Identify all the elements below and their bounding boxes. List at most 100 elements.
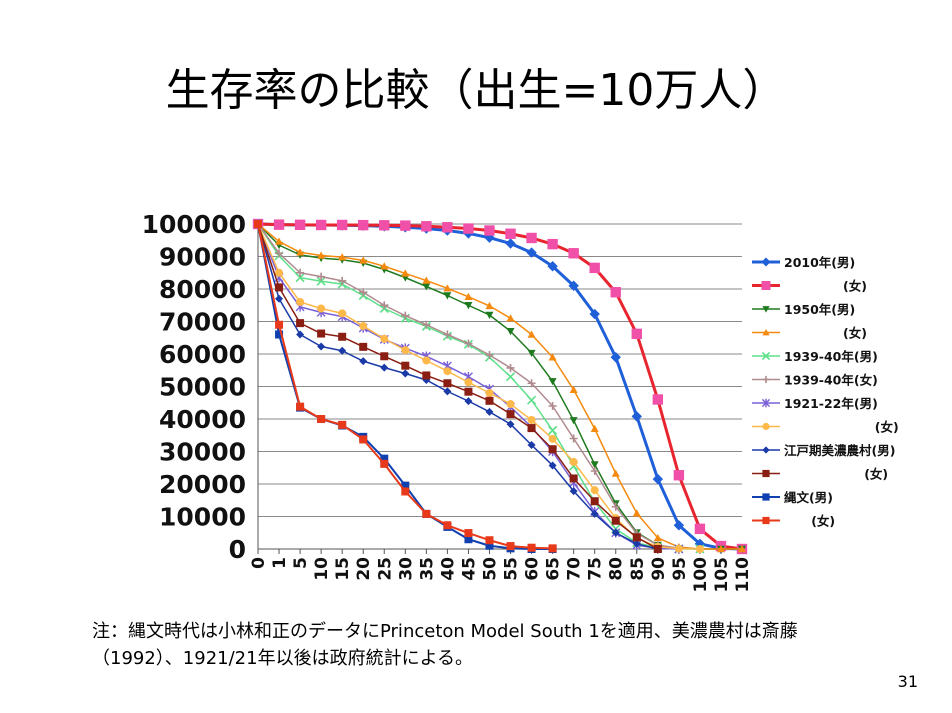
- data-point: [358, 219, 369, 231]
- legend-entry: (女): [752, 420, 899, 435]
- x-tick-label: 10: [312, 557, 332, 581]
- data-point: [590, 486, 599, 495]
- data-point: [421, 221, 432, 232]
- y-tick-label: 10000: [159, 503, 246, 532]
- data-point: [401, 361, 410, 370]
- x-tick-label: 45: [459, 557, 479, 581]
- data-point: [484, 225, 495, 236]
- legend-entry: (女): [752, 514, 835, 529]
- data-point: [485, 389, 494, 397]
- data-point: [652, 394, 664, 405]
- data-point: [380, 262, 389, 270]
- y-tick-label: 0: [229, 535, 246, 564]
- x-tick-label: 50: [480, 557, 500, 581]
- y-tick-label: 40000: [159, 405, 246, 434]
- data-point: [401, 487, 410, 496]
- data-point: [611, 516, 620, 525]
- data-point: [485, 301, 494, 310]
- x-tick-label: 30: [396, 557, 416, 581]
- data-point: [527, 441, 536, 449]
- legend-marker: [761, 351, 771, 361]
- data-point: [738, 545, 746, 553]
- data-point: [673, 470, 685, 481]
- data-point: [526, 395, 537, 405]
- data-point: [380, 454, 389, 463]
- data-point: [569, 474, 578, 483]
- legend-entry: (女): [752, 279, 867, 294]
- data-point: [611, 502, 620, 511]
- data-point: [464, 387, 473, 396]
- data-point: [359, 288, 368, 297]
- legend-label: (女): [875, 420, 899, 435]
- legend-entry: 1950年(男): [752, 302, 855, 317]
- legend-marker: [762, 493, 770, 501]
- data-point: [590, 497, 599, 506]
- data-point: [548, 461, 557, 470]
- data-point: [548, 402, 557, 410]
- data-point: [526, 247, 537, 258]
- data-point: [674, 544, 683, 553]
- page-number: 31: [897, 672, 918, 691]
- data-point: [401, 269, 410, 277]
- data-point: [401, 311, 410, 320]
- data-point: [610, 352, 621, 363]
- legend-marker: [762, 422, 770, 431]
- legend-label: 縄文(男): [784, 490, 833, 505]
- data-point: [547, 238, 558, 250]
- data-point: [485, 407, 494, 416]
- data-point: [548, 425, 558, 435]
- data-point: [317, 272, 326, 281]
- data-point: [296, 298, 305, 306]
- data-point: [338, 346, 347, 355]
- data-point: [275, 294, 284, 303]
- data-point: [716, 545, 725, 553]
- data-point: [275, 268, 284, 277]
- y-tick-label: 90000: [159, 243, 246, 272]
- data-point: [548, 544, 557, 553]
- data-point: [590, 509, 599, 518]
- data-point: [505, 372, 516, 382]
- chart-axes: 1000009000080000700006000050000400003000…: [142, 210, 753, 593]
- data-point: [506, 542, 515, 551]
- y-tick-label: 50000: [159, 373, 246, 402]
- data-point: [673, 520, 685, 531]
- data-point: [506, 400, 515, 409]
- x-tick-label: 40: [438, 557, 458, 581]
- x-tick-label: 5: [291, 557, 311, 569]
- legend-marker: [762, 469, 770, 478]
- data-point: [295, 273, 305, 283]
- data-point: [527, 379, 536, 388]
- data-point: [464, 529, 473, 538]
- data-point: [548, 378, 557, 386]
- data-point: [400, 220, 411, 231]
- x-tick-label: 35: [417, 557, 437, 581]
- data-point: [296, 319, 305, 328]
- data-point: [443, 379, 452, 388]
- data-point: [485, 311, 494, 319]
- data-point: [296, 268, 305, 277]
- data-point: [443, 330, 452, 339]
- legend-label: 1921-22年(男): [784, 396, 878, 411]
- data-point: [632, 539, 641, 548]
- data-point: [547, 261, 558, 272]
- legend-entry: 1939-40年(女): [752, 373, 878, 388]
- data-point: [422, 276, 431, 284]
- legend-marker: [762, 446, 770, 454]
- legend-label: (女): [843, 326, 867, 341]
- data-point: [336, 219, 348, 231]
- data-point: [485, 350, 494, 359]
- x-tick-label: 25: [375, 557, 395, 581]
- chart-legend: 2010年(男) (女) 1950年(男) (女) 1939-40年(男) 1939-40…: [752, 255, 899, 529]
- legend-marker: [762, 375, 770, 384]
- data-point: [506, 410, 515, 419]
- data-point: [464, 292, 473, 300]
- y-tick-label: 100000: [142, 210, 246, 239]
- data-point: [338, 332, 347, 341]
- data-point: [464, 397, 473, 406]
- data-point: [422, 509, 431, 518]
- legend-label: 1939-40年(男): [784, 349, 878, 364]
- y-tick-label: 60000: [159, 340, 246, 369]
- data-point: [589, 262, 600, 274]
- data-point: [443, 292, 452, 300]
- legend-entry: 1939-40年(男): [752, 349, 878, 364]
